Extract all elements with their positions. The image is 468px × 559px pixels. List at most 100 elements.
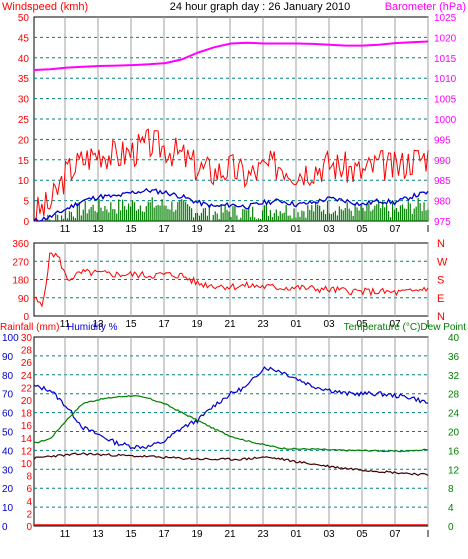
- humidity-axis-label: Humidity %: [67, 322, 118, 333]
- x-tick-label: 03: [323, 529, 335, 540]
- y-tick-label-left: 90: [18, 294, 30, 305]
- y-tick-label-left: 10: [18, 176, 30, 187]
- x-tick-label: 15: [125, 224, 137, 235]
- x-tick-label: 05: [356, 319, 368, 330]
- x-tick-label: 11: [60, 529, 71, 540]
- y-tick-label-right: 1025: [434, 13, 457, 24]
- rainfall-tick-label: 30: [21, 333, 33, 344]
- compass-label: N: [437, 238, 445, 250]
- x-tick-label: 17: [158, 529, 170, 540]
- compass-label: N: [437, 311, 445, 323]
- x-tick-label: 19: [191, 224, 203, 235]
- x-tick-label: 13: [92, 529, 104, 540]
- x-tick-label: 11: [60, 319, 71, 330]
- x-tick-label: 15: [125, 529, 137, 540]
- temperature-tick-label: 16: [448, 446, 460, 457]
- temperature-tick-label: 40: [448, 333, 460, 344]
- x-tick-label: 19: [191, 319, 203, 330]
- y-tick-label-left: 5: [23, 197, 29, 208]
- rainfall-tick-label: 14: [21, 434, 33, 445]
- y-tick-label-right: 990: [434, 156, 451, 167]
- temperature-tick-label: 32: [448, 371, 460, 382]
- rainfall-tick-label: 12: [21, 446, 33, 457]
- temperature-tick-label: 24: [448, 409, 460, 420]
- x-tick-label: 01: [290, 529, 302, 540]
- dew-point-series: [33, 452, 429, 477]
- wind-panel: 0510152025303540455097598098599099510001…: [18, 13, 457, 235]
- x-tick-label: 23: [257, 319, 269, 330]
- x-tick-label: 05: [356, 529, 368, 540]
- windspeed-axis-label: Windspeed (kmh): [2, 1, 88, 13]
- y-tick-label-left: 50: [18, 13, 30, 24]
- temperature-tick-label: 20: [448, 428, 460, 439]
- barometer-axis-label: Barometer (hPa): [385, 1, 466, 13]
- humidity-tick-label: 70: [2, 390, 14, 401]
- humidity-tick-label: 100: [2, 333, 19, 344]
- temperature-tick-label: 4: [448, 503, 454, 514]
- x-tick-label: 13: [92, 224, 104, 235]
- compass-label: S: [437, 275, 444, 287]
- temperature-tick-label: 8: [448, 484, 454, 495]
- y-tick-label-left: 25: [18, 115, 30, 126]
- y-tick-label-left: 270: [12, 257, 29, 268]
- y-tick-label-left: 30: [18, 95, 30, 106]
- compass-label: E: [437, 293, 444, 305]
- x-tick-label: 13: [92, 319, 104, 330]
- x-tick-label: I: [427, 319, 430, 330]
- x-tick-label: 11: [60, 224, 71, 235]
- humidity-series: [33, 366, 429, 450]
- x-tick-label: I: [427, 529, 430, 540]
- humidity-tick-label: 80: [2, 371, 14, 382]
- y-tick-label-left: 180: [12, 276, 29, 287]
- x-tick-label: 03: [323, 224, 335, 235]
- humidity-temperature-panel: Rainfall (mm) Humidity % Temperature (°C)D…: [0, 322, 466, 540]
- x-tick-label: 17: [158, 224, 170, 235]
- rainfall-tick-label: 20: [21, 396, 33, 407]
- rainfall-tick-label: 0: [26, 522, 32, 533]
- rainfall-tick-label: 26: [21, 358, 33, 369]
- humidity-tick-label: 0: [2, 522, 8, 533]
- humidity-tick-label: 60: [2, 409, 14, 420]
- y-tick-label-right: 995: [434, 135, 451, 146]
- x-tick-label: 01: [290, 224, 302, 235]
- y-tick-label-left: 15: [18, 156, 30, 167]
- x-tick-label: 15: [125, 319, 137, 330]
- x-tick-label: 23: [257, 224, 269, 235]
- y-tick-label-right: 980: [434, 197, 451, 208]
- y-tick-label-right: 985: [434, 176, 451, 187]
- windspeed-series: [33, 128, 429, 223]
- y-tick-label-right: 1010: [434, 74, 457, 85]
- y-tick-label-left: 35: [18, 74, 30, 85]
- y-tick-label-right: 975: [434, 217, 451, 228]
- rainfall-tick-label: 8: [26, 472, 32, 483]
- x-tick-label: 07: [389, 319, 401, 330]
- y-tick-label-left: 0: [23, 217, 29, 228]
- temperature-tick-label: 36: [448, 352, 460, 363]
- rainfall-axis-label: Rainfall (mm): [0, 322, 59, 333]
- y-tick-label-left: 360: [12, 239, 29, 250]
- rainfall-tick-label: 2: [26, 509, 32, 520]
- x-tick-label: 21: [224, 224, 236, 235]
- x-tick-label: 07: [389, 529, 401, 540]
- x-tick-label: 21: [224, 319, 236, 330]
- rainfall-tick-label: 22: [21, 383, 33, 394]
- temperature-axis-label: Temperature (°C)Dew Point: [344, 322, 467, 333]
- rainfall-tick-label: 16: [21, 421, 33, 432]
- chart-title: 24 hour graph day : 26 January 2010: [170, 1, 350, 13]
- humidity-tick-label: 50: [2, 428, 14, 439]
- humidity-tick-label: 20: [2, 484, 14, 495]
- temperature-tick-label: 0: [448, 522, 454, 533]
- average-wind-series: [33, 187, 429, 222]
- rainfall-tick-label: 6: [26, 484, 32, 495]
- wind-direction-series: [33, 252, 429, 308]
- humidity-tick-label: 40: [2, 446, 14, 457]
- rainfall-tick-label: 24: [21, 371, 33, 382]
- x-tick-label: 01: [290, 319, 302, 330]
- y-tick-label-right: 1005: [434, 95, 457, 106]
- y-tick-label-left: 40: [18, 54, 30, 65]
- rainfall-tick-label: 18: [21, 409, 33, 420]
- rainfall-tick-label: 10: [21, 459, 33, 470]
- y-tick-label-right: 1000: [434, 115, 457, 126]
